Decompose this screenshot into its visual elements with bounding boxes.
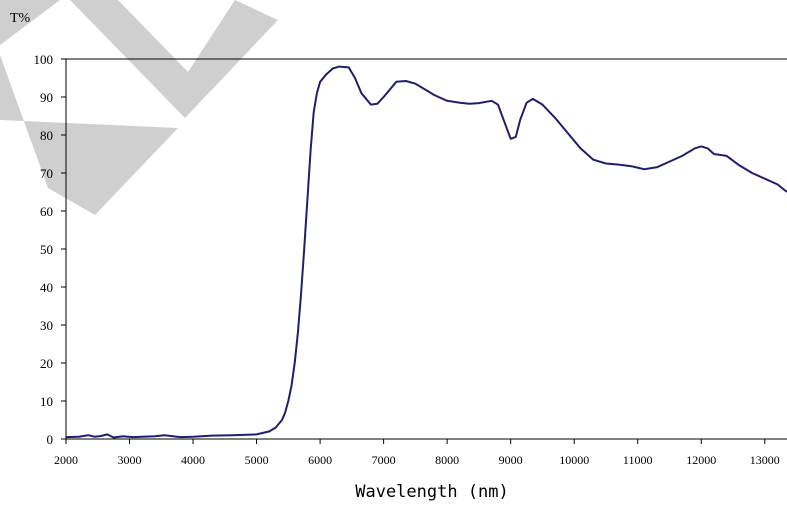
x-tick-label: 2000	[54, 453, 78, 467]
y-tick-label: 20	[40, 356, 53, 371]
y-tick-label: 30	[40, 318, 53, 333]
watermark-stroke-upper	[0, 0, 60, 45]
y-tick-label: 80	[40, 128, 53, 143]
y-tick-label: 100	[34, 52, 54, 67]
x-tick-label: 9000	[499, 453, 523, 467]
y-tick-label: 70	[40, 166, 53, 181]
x-tick-label: 5000	[245, 453, 269, 467]
x-tick-label: 13000	[750, 453, 780, 467]
y-tick-label: 90	[40, 90, 53, 105]
y-ticks: 0 10 20 30 40 50 60 70 80 90 100	[34, 52, 66, 447]
x-tick-label: 7000	[372, 453, 396, 467]
watermark	[0, 0, 278, 215]
y-tick-label: 60	[40, 204, 53, 219]
y-axis-label: T%	[10, 11, 31, 26]
x-tick-label: 6000	[308, 453, 332, 467]
y-tick-label: 0	[47, 432, 54, 447]
watermark-stroke-lower	[0, 55, 178, 215]
x-tick-label: 4000	[181, 453, 205, 467]
plot-axes	[65, 58, 787, 440]
x-tick-label: 3000	[118, 453, 142, 467]
x-tick-label: 10000	[559, 453, 589, 467]
y-tick-label: 50	[40, 242, 53, 257]
x-tick-label: 8000	[435, 453, 459, 467]
y-tick-label: 40	[40, 280, 53, 295]
x-tick-label: 12000	[686, 453, 716, 467]
x-ticks: 2000 3000 4000 5000 6000 7000 8000 9000 10000 110…	[54, 439, 780, 467]
transmittance-series-line	[65, 65, 787, 439]
x-axis-label: Wavelength (nm)	[355, 482, 509, 502]
y-tick-label: 10	[40, 394, 53, 409]
x-tick-label: 11000	[623, 453, 653, 467]
